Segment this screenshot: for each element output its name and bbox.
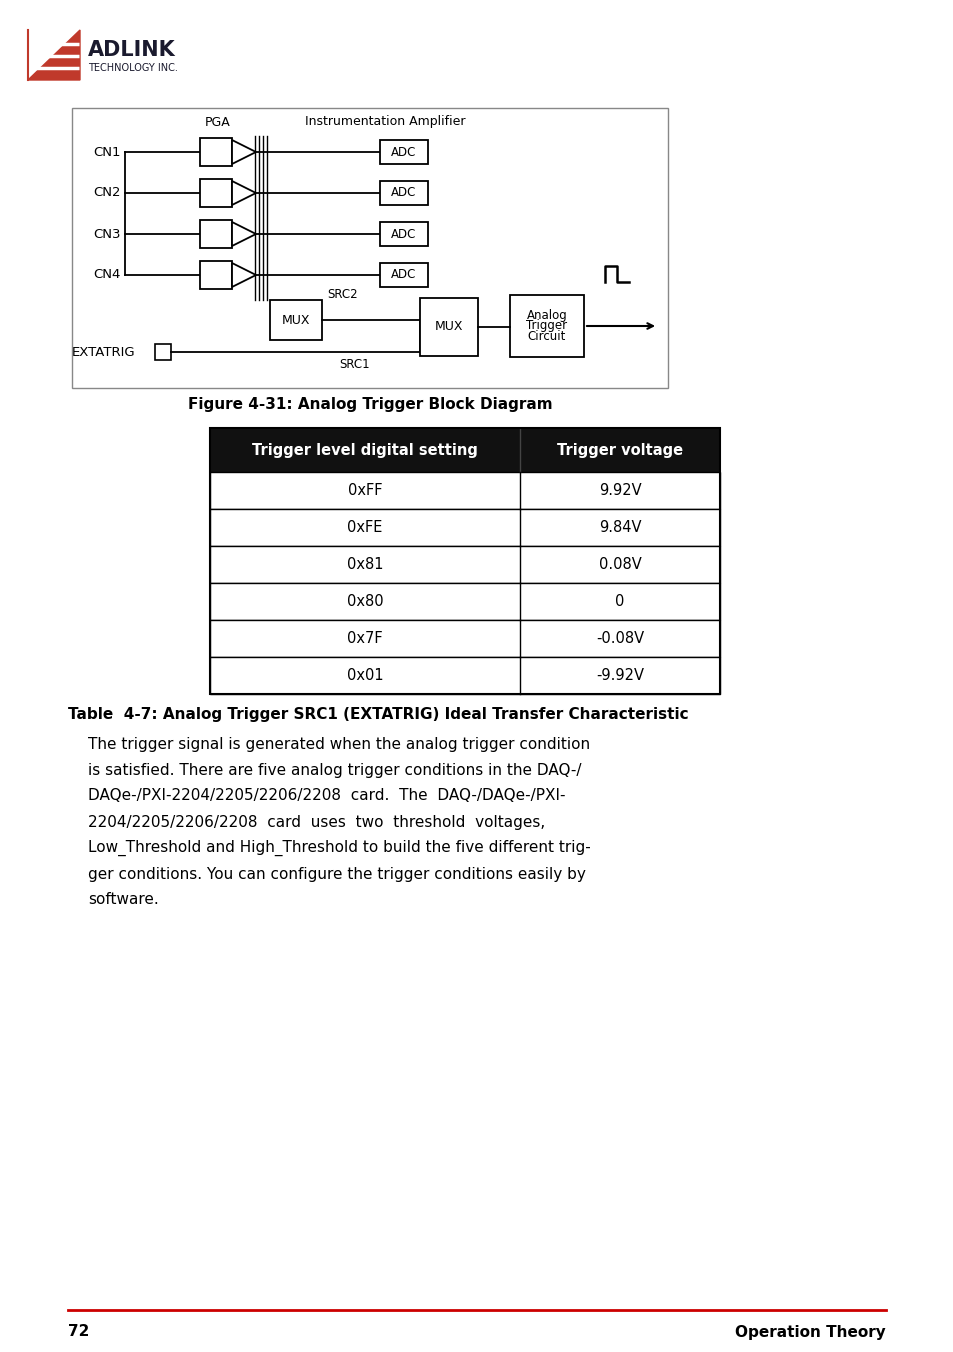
Polygon shape — [232, 141, 255, 164]
Bar — [210, 472, 720, 508]
Bar — [200, 138, 232, 166]
Text: 0xFF: 0xFF — [348, 483, 382, 498]
Text: SRC2: SRC2 — [327, 288, 357, 301]
Text: 0xFE: 0xFE — [347, 521, 382, 535]
Text: Instrumentation Amplifier: Instrumentation Amplifier — [305, 115, 465, 128]
Text: Trigger: Trigger — [526, 319, 567, 333]
Text: ADC: ADC — [391, 187, 416, 200]
Text: EXTATRIG: EXTATRIG — [71, 346, 135, 358]
Text: ADC: ADC — [391, 269, 416, 281]
Bar — [210, 508, 720, 546]
Text: Trigger level digital setting: Trigger level digital setting — [252, 442, 477, 457]
Text: Figure 4-31: Analog Trigger Block Diagram: Figure 4-31: Analog Trigger Block Diagra… — [188, 397, 552, 412]
Text: 0: 0 — [615, 594, 624, 608]
Bar — [510, 295, 583, 357]
Text: ger conditions. You can configure the trigger conditions easily by: ger conditions. You can configure the tr… — [88, 867, 585, 882]
Bar — [210, 429, 720, 472]
Bar — [200, 261, 232, 289]
Bar — [379, 264, 428, 287]
Text: ADC: ADC — [391, 146, 416, 158]
Text: is satisfied. There are five analog trigger conditions in the DAQ-/: is satisfied. There are five analog trig… — [88, 763, 581, 777]
Polygon shape — [232, 222, 255, 246]
Bar — [210, 583, 720, 621]
Text: Table  4-7: Analog Trigger SRC1 (EXTATRIG) Ideal Transfer Characteristic: Table 4-7: Analog Trigger SRC1 (EXTATRIG… — [68, 707, 688, 722]
Polygon shape — [232, 181, 255, 206]
Bar — [200, 178, 232, 207]
Text: 0x01: 0x01 — [346, 668, 383, 683]
Text: CN1: CN1 — [93, 146, 121, 158]
Bar — [419, 297, 477, 356]
Polygon shape — [28, 30, 80, 80]
Text: MUX: MUX — [281, 314, 310, 326]
Bar — [154, 343, 171, 360]
Text: CN2: CN2 — [93, 187, 121, 200]
Bar — [210, 657, 720, 694]
Text: The trigger signal is generated when the analog trigger condition: The trigger signal is generated when the… — [88, 737, 590, 752]
Text: 0x81: 0x81 — [346, 557, 383, 572]
Text: Trigger voltage: Trigger voltage — [557, 442, 682, 457]
Polygon shape — [232, 264, 255, 287]
Text: 2204/2205/2206/2208  card  uses  two  threshold  voltages,: 2204/2205/2206/2208 card uses two thresh… — [88, 814, 545, 830]
Text: 0x7F: 0x7F — [347, 631, 382, 646]
Bar — [270, 300, 322, 339]
Text: Circuit: Circuit — [527, 330, 565, 343]
Text: -9.92V: -9.92V — [596, 668, 643, 683]
Text: TECHNOLOGY INC.: TECHNOLOGY INC. — [88, 64, 177, 73]
Text: ADC: ADC — [391, 227, 416, 241]
Bar — [200, 220, 232, 247]
Text: Analog: Analog — [526, 308, 567, 322]
Text: 9.92V: 9.92V — [598, 483, 640, 498]
Text: 72: 72 — [68, 1325, 90, 1340]
Text: Low_Threshold and High_Threshold to build the five different trig-: Low_Threshold and High_Threshold to buil… — [88, 840, 590, 856]
Text: CN4: CN4 — [93, 269, 121, 281]
Text: Operation Theory: Operation Theory — [735, 1325, 885, 1340]
Bar — [210, 621, 720, 657]
Text: ADLINK: ADLINK — [88, 41, 175, 59]
Text: 9.84V: 9.84V — [598, 521, 640, 535]
Bar — [210, 429, 720, 694]
Text: DAQe-/PXI-2204/2205/2206/2208  card.  The  DAQ-/DAQe-/PXI-: DAQe-/PXI-2204/2205/2206/2208 card. The … — [88, 788, 565, 803]
Text: PGA: PGA — [205, 115, 231, 128]
Bar — [210, 546, 720, 583]
Text: -0.08V: -0.08V — [596, 631, 643, 646]
Text: software.: software. — [88, 892, 158, 907]
Bar — [379, 141, 428, 164]
Bar — [71, 108, 667, 388]
Text: CN3: CN3 — [93, 227, 121, 241]
Text: MUX: MUX — [435, 320, 463, 334]
Bar — [379, 222, 428, 246]
Bar — [379, 181, 428, 206]
Text: 0.08V: 0.08V — [598, 557, 640, 572]
Text: 0x80: 0x80 — [346, 594, 383, 608]
Text: SRC1: SRC1 — [339, 357, 370, 370]
